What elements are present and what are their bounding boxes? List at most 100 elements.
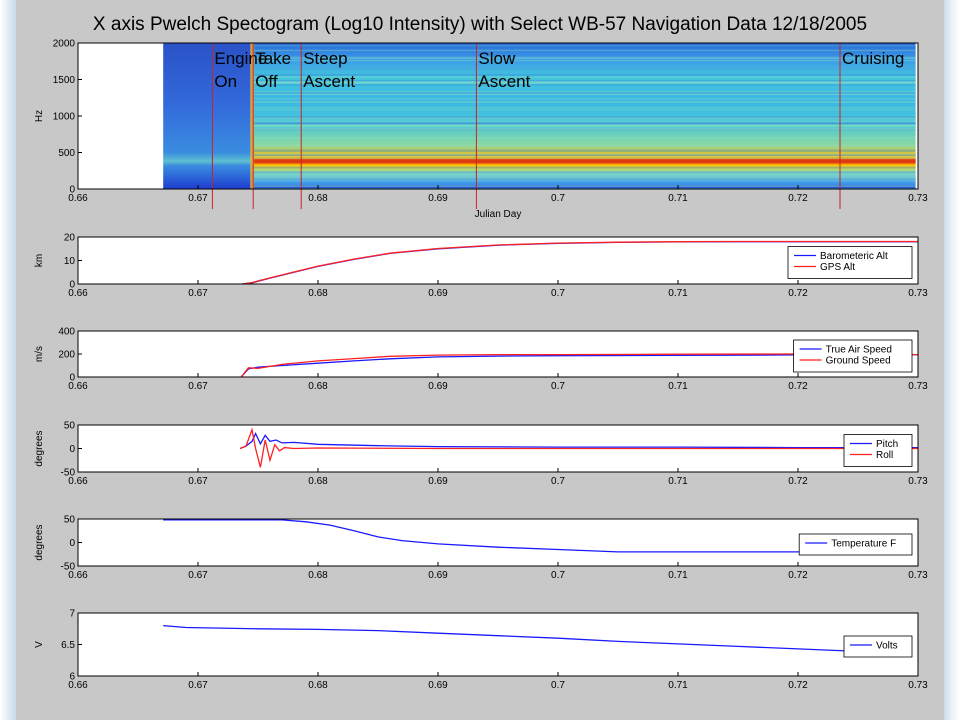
spectrogram-streak — [253, 123, 916, 125]
series-line — [239, 431, 918, 450]
spectrogram-streak — [253, 109, 916, 111]
x-tick-label: 0.7 — [551, 476, 565, 487]
event-label: Off — [255, 72, 278, 91]
x-tick-label: 0.68 — [308, 288, 328, 299]
spectrogram-streak — [253, 185, 916, 188]
spectrogram-streak — [253, 176, 916, 179]
x-tick-label: 0.67 — [188, 288, 208, 299]
spectrogram-flight — [253, 43, 916, 189]
spectrogram-streak — [253, 58, 916, 60]
spectrogram-streak — [253, 122, 916, 125]
y-tick-label: 6 — [69, 672, 75, 683]
spectrogram-streak — [253, 93, 916, 96]
spectrogram-streak — [253, 47, 916, 50]
x-tick-label: 0.67 — [188, 193, 208, 204]
x-tick-label: 0.68 — [308, 476, 328, 487]
y-tick-label: 400 — [58, 327, 75, 338]
spectrogram-streak — [253, 153, 916, 156]
legend-label: Barometeric Alt — [820, 251, 888, 262]
y-tick-label: 2000 — [53, 39, 76, 50]
legend-label: Temperature F — [831, 539, 896, 550]
spectrogram-streak — [253, 177, 916, 179]
legend-label: Volts — [876, 641, 898, 652]
y-tick-label: 0 — [69, 538, 75, 549]
spectrogram-streak — [253, 67, 916, 69]
spectrogram-streak — [253, 124, 916, 127]
legend-box — [798, 533, 913, 556]
spectrogram-streak — [253, 117, 916, 119]
x-tick-label: 0.73 — [908, 570, 928, 581]
spectrogram-streak — [253, 154, 916, 156]
x-tick-label: 0.73 — [908, 288, 928, 299]
x-tick-label: 0.68 — [308, 381, 328, 392]
y-axis-label: km — [34, 254, 45, 267]
y-tick-label: 7 — [69, 609, 75, 620]
y-tick-label: 0 — [69, 444, 75, 455]
x-tick-label: 0.66 — [68, 680, 88, 691]
spectrogram-streak — [253, 128, 916, 131]
spectrogram-streak — [253, 177, 916, 180]
spectrogram-streak — [253, 107, 916, 109]
x-tick-label: 0.72 — [788, 570, 808, 581]
spectrogram-streak — [253, 44, 916, 47]
plot-panel-4: Temperature F 0.66 0.67 0.68 0.69 0.7 0.71 0.72… — [34, 515, 928, 582]
legend-label: Ground Speed — [826, 356, 891, 367]
y-tick-label: 1000 — [53, 112, 76, 123]
spectrogram-streak — [253, 124, 916, 128]
navigation-figure: X axis Pwelch Spectogram (Log10 Intensit… — [34, 14, 928, 691]
spectrogram-streak — [253, 128, 916, 131]
spectrogram-streak — [253, 97, 916, 100]
plot-panel-0: Engine On Take Off Steep Ascent Slow Ascent Crui… — [34, 39, 928, 221]
y-axis-label: m/s — [34, 346, 45, 362]
x-tick-label: 0.7 — [551, 680, 565, 691]
event-label: Take — [255, 49, 291, 68]
spectrogram-streak — [253, 154, 916, 156]
x-tick-label: 0.69 — [428, 381, 448, 392]
x-tick-label: 0.73 — [908, 680, 928, 691]
spectrogram-streak — [253, 79, 916, 82]
x-tick-label: 0.68 — [308, 193, 328, 204]
spectrogram-streak — [253, 169, 916, 171]
x-tick-label: 0.66 — [68, 193, 88, 204]
x-tick-label: 0.7 — [551, 381, 565, 392]
spectrogram-pre-takeoff — [163, 43, 254, 189]
y-tick-label: 10 — [64, 256, 76, 267]
spectrogram-streak — [253, 166, 916, 169]
legend-label: GPS Alt — [820, 262, 855, 273]
spectrogram-streak — [253, 81, 916, 84]
spectrogram-streak — [253, 49, 916, 52]
spectrogram-streak — [253, 59, 916, 62]
y-tick-label: -50 — [61, 468, 76, 479]
legend-box — [843, 434, 913, 467]
event-label: On — [214, 72, 237, 91]
spectrogram-streak — [253, 93, 916, 95]
y-tick-label: 0 — [69, 185, 75, 196]
x-tick-label: 0.67 — [188, 381, 208, 392]
x-tick-label: 0.67 — [188, 476, 208, 487]
spectrogram-streak — [253, 116, 916, 119]
spectrogram-streak — [253, 177, 916, 179]
spectrogram-streak — [253, 149, 916, 152]
spectrogram-streak — [253, 171, 916, 174]
x-tick-label: 0.72 — [788, 288, 808, 299]
x-tick-label: 0.68 — [308, 680, 328, 691]
y-axis-label: Hz — [34, 110, 45, 122]
spectrogram-streak — [253, 157, 916, 160]
series-line — [240, 353, 919, 378]
event-label: Steep — [303, 49, 347, 68]
x-axis-label: Julian Day — [475, 209, 522, 220]
takeoff-burst — [250, 43, 255, 189]
x-tick-label: 0.69 — [428, 476, 448, 487]
event-label: Ascent — [303, 72, 355, 91]
x-tick-label: 0.73 — [908, 193, 928, 204]
y-axis-label: degrees — [34, 524, 45, 560]
y-tick-label: 6.5 — [61, 640, 75, 651]
event-label: Engine — [214, 49, 267, 68]
x-tick-label: 0.71 — [668, 476, 688, 487]
y-axis-label: V — [34, 641, 45, 648]
spectrogram-streak — [253, 123, 916, 125]
x-tick-label: 0.73 — [908, 381, 928, 392]
x-tick-label: 0.71 — [668, 680, 688, 691]
